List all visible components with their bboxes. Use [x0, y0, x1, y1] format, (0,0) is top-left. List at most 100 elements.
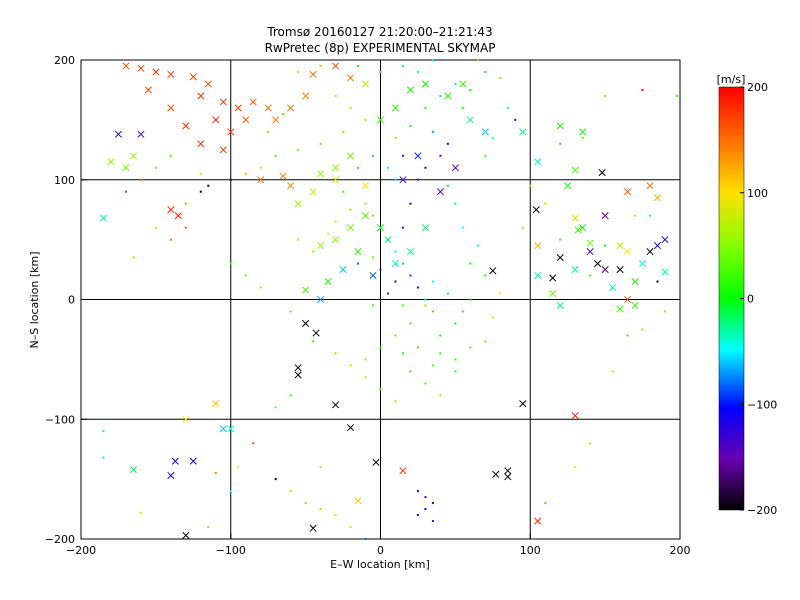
- scatter-cross-point: [332, 164, 340, 172]
- scatter-dot-point: [544, 202, 547, 205]
- scatter-cross-point: [317, 242, 325, 250]
- scatter-dot-point: [424, 166, 427, 169]
- scatter-cross-point: [332, 62, 340, 70]
- scatter-dot-point: [274, 406, 277, 409]
- scatter-cross-point: [309, 188, 317, 196]
- x-tick-label: 100: [520, 544, 541, 557]
- scatter-dot-point: [416, 490, 419, 493]
- scatter-cross-point: [451, 164, 459, 172]
- scatter-dot-point: [454, 322, 457, 325]
- colorbar-tick-label: −200: [747, 504, 777, 517]
- scatter-dot-point: [349, 526, 352, 529]
- scatter-cross-point: [549, 274, 557, 282]
- scatter-dot-point: [484, 274, 487, 277]
- scatter-cross-point: [197, 140, 205, 148]
- scatter-cross-point: [631, 301, 639, 310]
- scatter-dot-point: [357, 262, 360, 265]
- scatter-cross-point: [152, 68, 160, 76]
- scatter-cross-point: [182, 415, 190, 423]
- scatter-cross-point: [137, 64, 145, 72]
- scatter-dot-point: [424, 304, 427, 307]
- scatter-cross-point: [242, 116, 250, 124]
- scatter-dot-point: [431, 130, 434, 133]
- scatter-dot-point: [334, 220, 337, 223]
- scatter-dot-point: [386, 166, 389, 169]
- scatter-cross-point: [414, 152, 422, 160]
- scatter-dot-point: [431, 502, 434, 505]
- scatter-dot-point: [154, 226, 157, 229]
- scatter-cross-point: [556, 122, 564, 130]
- scatter-dot-point: [372, 154, 375, 157]
- scatter-dot-point: [394, 280, 397, 283]
- x-tick-label: −100: [216, 544, 246, 557]
- scatter-cross-point: [594, 260, 602, 268]
- colorbar-label: [m/s]: [717, 73, 746, 86]
- scatter-dot-point: [676, 94, 679, 97]
- scatter-cross-point: [279, 172, 287, 180]
- scatter-dot-point: [372, 304, 375, 307]
- scatter-cross-point: [391, 260, 400, 268]
- scatter-dot-point: [394, 136, 397, 139]
- scatter-cross-point: [609, 283, 617, 292]
- scatter-cross-point: [317, 170, 325, 178]
- scatter-dot-point: [589, 274, 592, 277]
- scatter-dot-point: [394, 334, 397, 337]
- scatter-cross-point: [504, 473, 512, 481]
- scatter-dot-point: [207, 526, 210, 529]
- scatter-dot-point: [424, 106, 427, 109]
- scatter-cross-point: [556, 254, 564, 262]
- scatter-dot-point: [476, 59, 479, 61]
- scatter-cross-point: [167, 70, 175, 78]
- scatter-dot-point: [409, 322, 412, 325]
- scatter-cross-point: [564, 182, 572, 190]
- scatter-dot-point: [349, 208, 352, 211]
- scatter-cross-point: [406, 86, 415, 94]
- chart-subtitle: RwPretec (8p) EXPERIMENTAL SKYMAP: [265, 41, 496, 55]
- scatter-cross-point: [504, 467, 512, 475]
- scatter-cross-point: [324, 277, 332, 286]
- scatter-dot-point: [139, 178, 142, 181]
- scatter-dot-point: [431, 520, 434, 523]
- scatter-dot-point: [454, 82, 457, 85]
- scatter-dot-point: [469, 88, 472, 91]
- scatter-cross-point: [624, 188, 632, 196]
- scatter-dot-point: [357, 64, 360, 67]
- scatter-cross-point: [391, 104, 400, 112]
- scatter-dot-point: [439, 94, 442, 97]
- scatter-dot-point: [446, 292, 449, 295]
- scatter-cross-point: [661, 236, 669, 244]
- scatter-cross-point: [122, 164, 130, 172]
- scatter-dot-point: [304, 502, 307, 505]
- scatter-dot-point: [559, 142, 562, 145]
- scatter-cross-point: [646, 248, 654, 256]
- scatter-dot-point: [454, 358, 457, 361]
- scatter-cross-point: [122, 62, 130, 70]
- scatter-dot-point: [379, 70, 382, 73]
- scatter-cross-point: [616, 305, 624, 313]
- y-tick-label: 100: [54, 174, 75, 187]
- scatter-cross-point: [624, 295, 632, 304]
- scatter-dot-point: [559, 238, 562, 241]
- scatter-cross-point: [339, 266, 347, 274]
- scatter-cross-point: [346, 224, 355, 232]
- scatter-cross-point: [312, 329, 320, 337]
- scatter-cross-point: [144, 86, 152, 94]
- scatter-dot-point: [244, 172, 247, 175]
- scatter-cross-point: [579, 224, 587, 232]
- scatter-cross-point: [302, 92, 310, 100]
- scatter-dot-point: [604, 244, 607, 247]
- scatter-cross-point: [372, 458, 380, 466]
- scatter-dot-point: [544, 502, 547, 505]
- scatter-dot-point: [589, 442, 592, 445]
- scatter-dot-point: [372, 256, 375, 259]
- scatter-dot-point: [259, 286, 262, 289]
- scatter-dot-point: [139, 511, 142, 514]
- scatter-dot-point: [626, 334, 629, 337]
- scatter-cross-point: [532, 206, 540, 214]
- scatter-cross-point: [361, 212, 370, 220]
- scatter-dot-point: [634, 214, 637, 217]
- scatter-dot-point: [506, 106, 509, 109]
- scatter-dot-point: [379, 268, 382, 271]
- scatter-cross-point: [167, 206, 175, 214]
- scatter-dot-point: [364, 376, 367, 379]
